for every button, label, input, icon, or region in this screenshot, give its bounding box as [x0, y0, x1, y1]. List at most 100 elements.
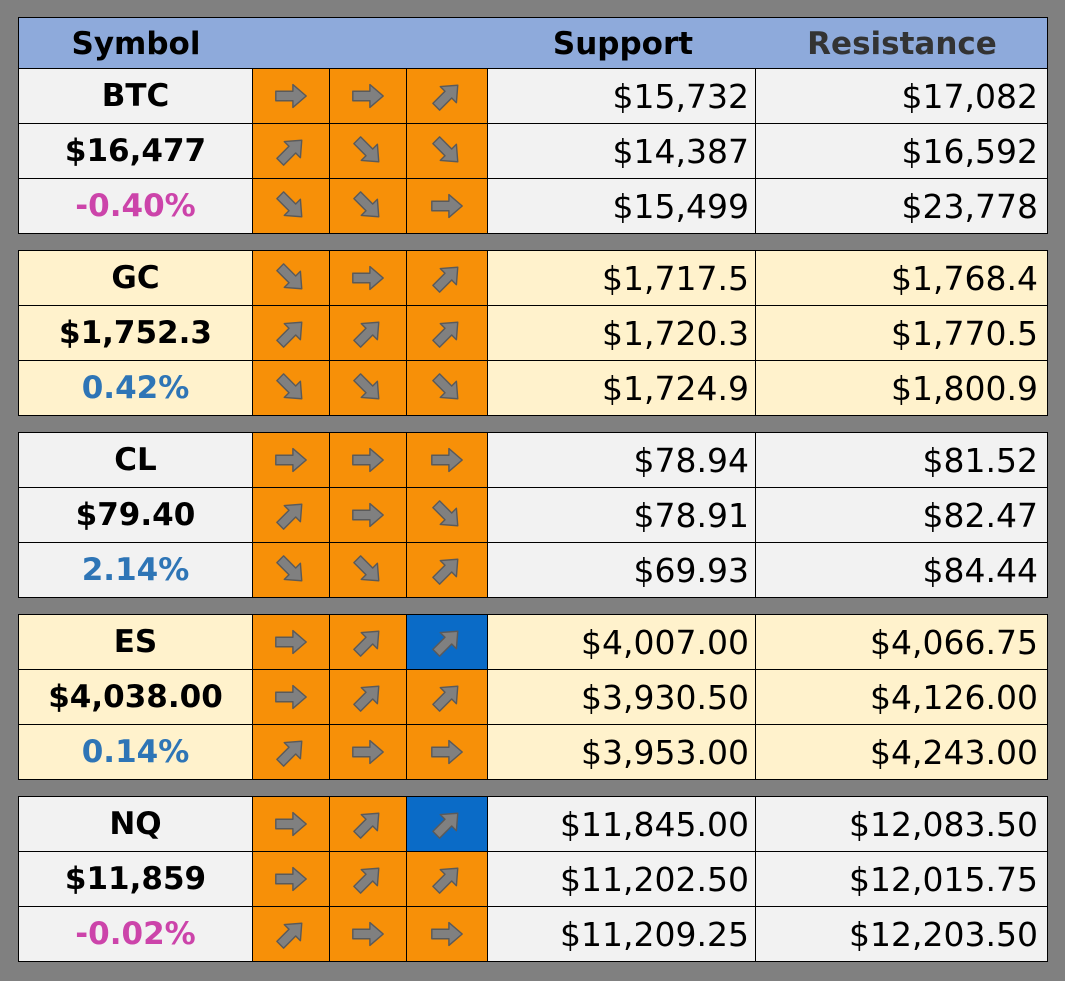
resistance-value: $4,126.00 [870, 677, 1038, 717]
change-cell: -0.02% [19, 907, 253, 961]
price-cell: $1,752.3 [19, 306, 253, 360]
price-cell: $16,477 [19, 124, 253, 178]
down-right-arrow-icon [253, 361, 330, 415]
right-arrow-icon [330, 488, 407, 542]
support-value: $1,720.3 [488, 306, 756, 360]
down-right-arrow-icon [330, 543, 407, 597]
price-cell: $4,038.00 [19, 670, 253, 724]
symbol-cell: ES [19, 615, 253, 669]
table-row: BTC $15,732 $17,082 [19, 69, 1047, 123]
table-row: -0.40% $15,499 $23,778 [19, 178, 1047, 233]
resistance-value: $1,768.4 [891, 258, 1038, 298]
right-arrow-icon [330, 69, 407, 123]
right-arrow-icon [330, 433, 407, 487]
resistance-value: $84.44 [922, 550, 1038, 590]
up-right-arrow-icon [330, 615, 407, 669]
right-arrow-icon [407, 179, 488, 233]
right-arrow-icon [407, 907, 488, 961]
table-row: 0.42% $1,724.9 $1,800.9 [19, 360, 1047, 415]
change-cell: 0.14% [19, 725, 253, 779]
up-right-arrow-icon [253, 907, 330, 961]
resistance-value: $23,778 [901, 186, 1038, 226]
table-row: ES $4,007.00 $4,066.75 [19, 615, 1047, 669]
table-row: $1,752.3 $1,720.3 $1,770.5 [19, 305, 1047, 360]
group-gc: GC $1,717.5 $1,768.4 $1,752.3 $1,720.3 $1,770… [18, 250, 1048, 416]
symbol-cell: GC [19, 251, 253, 305]
up-right-arrow-icon [407, 852, 488, 906]
group-btc: BTC $15,732 $17,082 $16,477 $14,387 $16,592 -0… [18, 69, 1048, 234]
down-right-arrow-icon [407, 124, 488, 178]
support-value: $4,007.00 [488, 615, 756, 669]
right-arrow-icon [253, 670, 330, 724]
instrument-groups: BTC $15,732 $17,082 $16,477 $14,387 $16,592 -0… [18, 69, 1048, 962]
up-right-arrow-icon [407, 615, 488, 669]
resistance-value: $12,083.50 [849, 804, 1038, 844]
down-right-arrow-icon [253, 251, 330, 305]
table-row: NQ $11,845.00 $12,083.50 [19, 797, 1047, 851]
resistance-value: $1,770.5 [891, 313, 1038, 353]
group-cl: CL $78.94 $81.52 $79.40 $78.91 $82.47 2.14% $69… [18, 432, 1048, 598]
group-es: ES $4,007.00 $4,066.75 $4,038.00 $3,930.50 $4… [18, 614, 1048, 780]
resistance-value: $12,203.50 [849, 914, 1038, 954]
price-cell: $11,859 [19, 852, 253, 906]
up-right-arrow-icon [253, 725, 330, 779]
support-value: $11,845.00 [488, 797, 756, 851]
up-right-arrow-icon [330, 797, 407, 851]
header-symbol: Symbol [71, 26, 201, 62]
table-row: $79.40 $78.91 $82.47 [19, 487, 1047, 542]
up-right-arrow-icon [330, 852, 407, 906]
resistance-value: $12,015.75 [849, 859, 1038, 899]
down-right-arrow-icon [330, 124, 407, 178]
up-right-arrow-icon [407, 251, 488, 305]
up-right-arrow-icon [253, 306, 330, 360]
support-value: $11,202.50 [488, 852, 756, 906]
symbol-cell: BTC [19, 69, 253, 123]
symbol-cell: CL [19, 433, 253, 487]
price-cell: $79.40 [19, 488, 253, 542]
support-value: $69.93 [488, 543, 756, 597]
change-cell: -0.40% [19, 179, 253, 233]
right-arrow-icon [330, 725, 407, 779]
support-value: $78.91 [488, 488, 756, 542]
resistance-value: $82.47 [922, 495, 1038, 535]
up-right-arrow-icon [253, 488, 330, 542]
table-row: 2.14% $69.93 $84.44 [19, 542, 1047, 597]
down-right-arrow-icon [407, 488, 488, 542]
resistance-value: $4,243.00 [870, 732, 1038, 772]
down-right-arrow-icon [330, 179, 407, 233]
table-row: $11,859 $11,202.50 $12,015.75 [19, 851, 1047, 906]
right-arrow-icon [253, 433, 330, 487]
resistance-value: $1,800.9 [891, 368, 1038, 408]
down-right-arrow-icon [330, 361, 407, 415]
support-value: $78.94 [488, 433, 756, 487]
symbol-cell: NQ [19, 797, 253, 851]
right-arrow-icon [407, 725, 488, 779]
resistance-value: $81.52 [922, 440, 1038, 480]
support-value: $3,930.50 [488, 670, 756, 724]
up-right-arrow-icon [407, 670, 488, 724]
down-right-arrow-icon [253, 179, 330, 233]
right-arrow-icon [253, 69, 330, 123]
table-row: 0.14% $3,953.00 $4,243.00 [19, 724, 1047, 779]
resistance-value: $16,592 [901, 131, 1038, 171]
header-support: Support [552, 26, 694, 62]
up-right-arrow-icon [407, 543, 488, 597]
up-right-arrow-icon [407, 69, 488, 123]
down-right-arrow-icon [407, 361, 488, 415]
table-header: Symbol Support Resistance [18, 17, 1048, 69]
table-row: $16,477 $14,387 $16,592 [19, 123, 1047, 178]
up-right-arrow-icon [407, 306, 488, 360]
right-arrow-icon [253, 615, 330, 669]
support-value: $1,724.9 [488, 361, 756, 415]
resistance-value: $4,066.75 [870, 622, 1038, 662]
right-arrow-icon [330, 251, 407, 305]
table-row: GC $1,717.5 $1,768.4 [19, 251, 1047, 305]
support-value: $15,732 [488, 69, 756, 123]
resistance-value: $17,082 [901, 76, 1038, 116]
up-right-arrow-icon [330, 670, 407, 724]
header-resistance: Resistance [807, 26, 997, 62]
support-value: $1,717.5 [488, 251, 756, 305]
right-arrow-icon [407, 433, 488, 487]
change-cell: 2.14% [19, 543, 253, 597]
down-right-arrow-icon [253, 543, 330, 597]
